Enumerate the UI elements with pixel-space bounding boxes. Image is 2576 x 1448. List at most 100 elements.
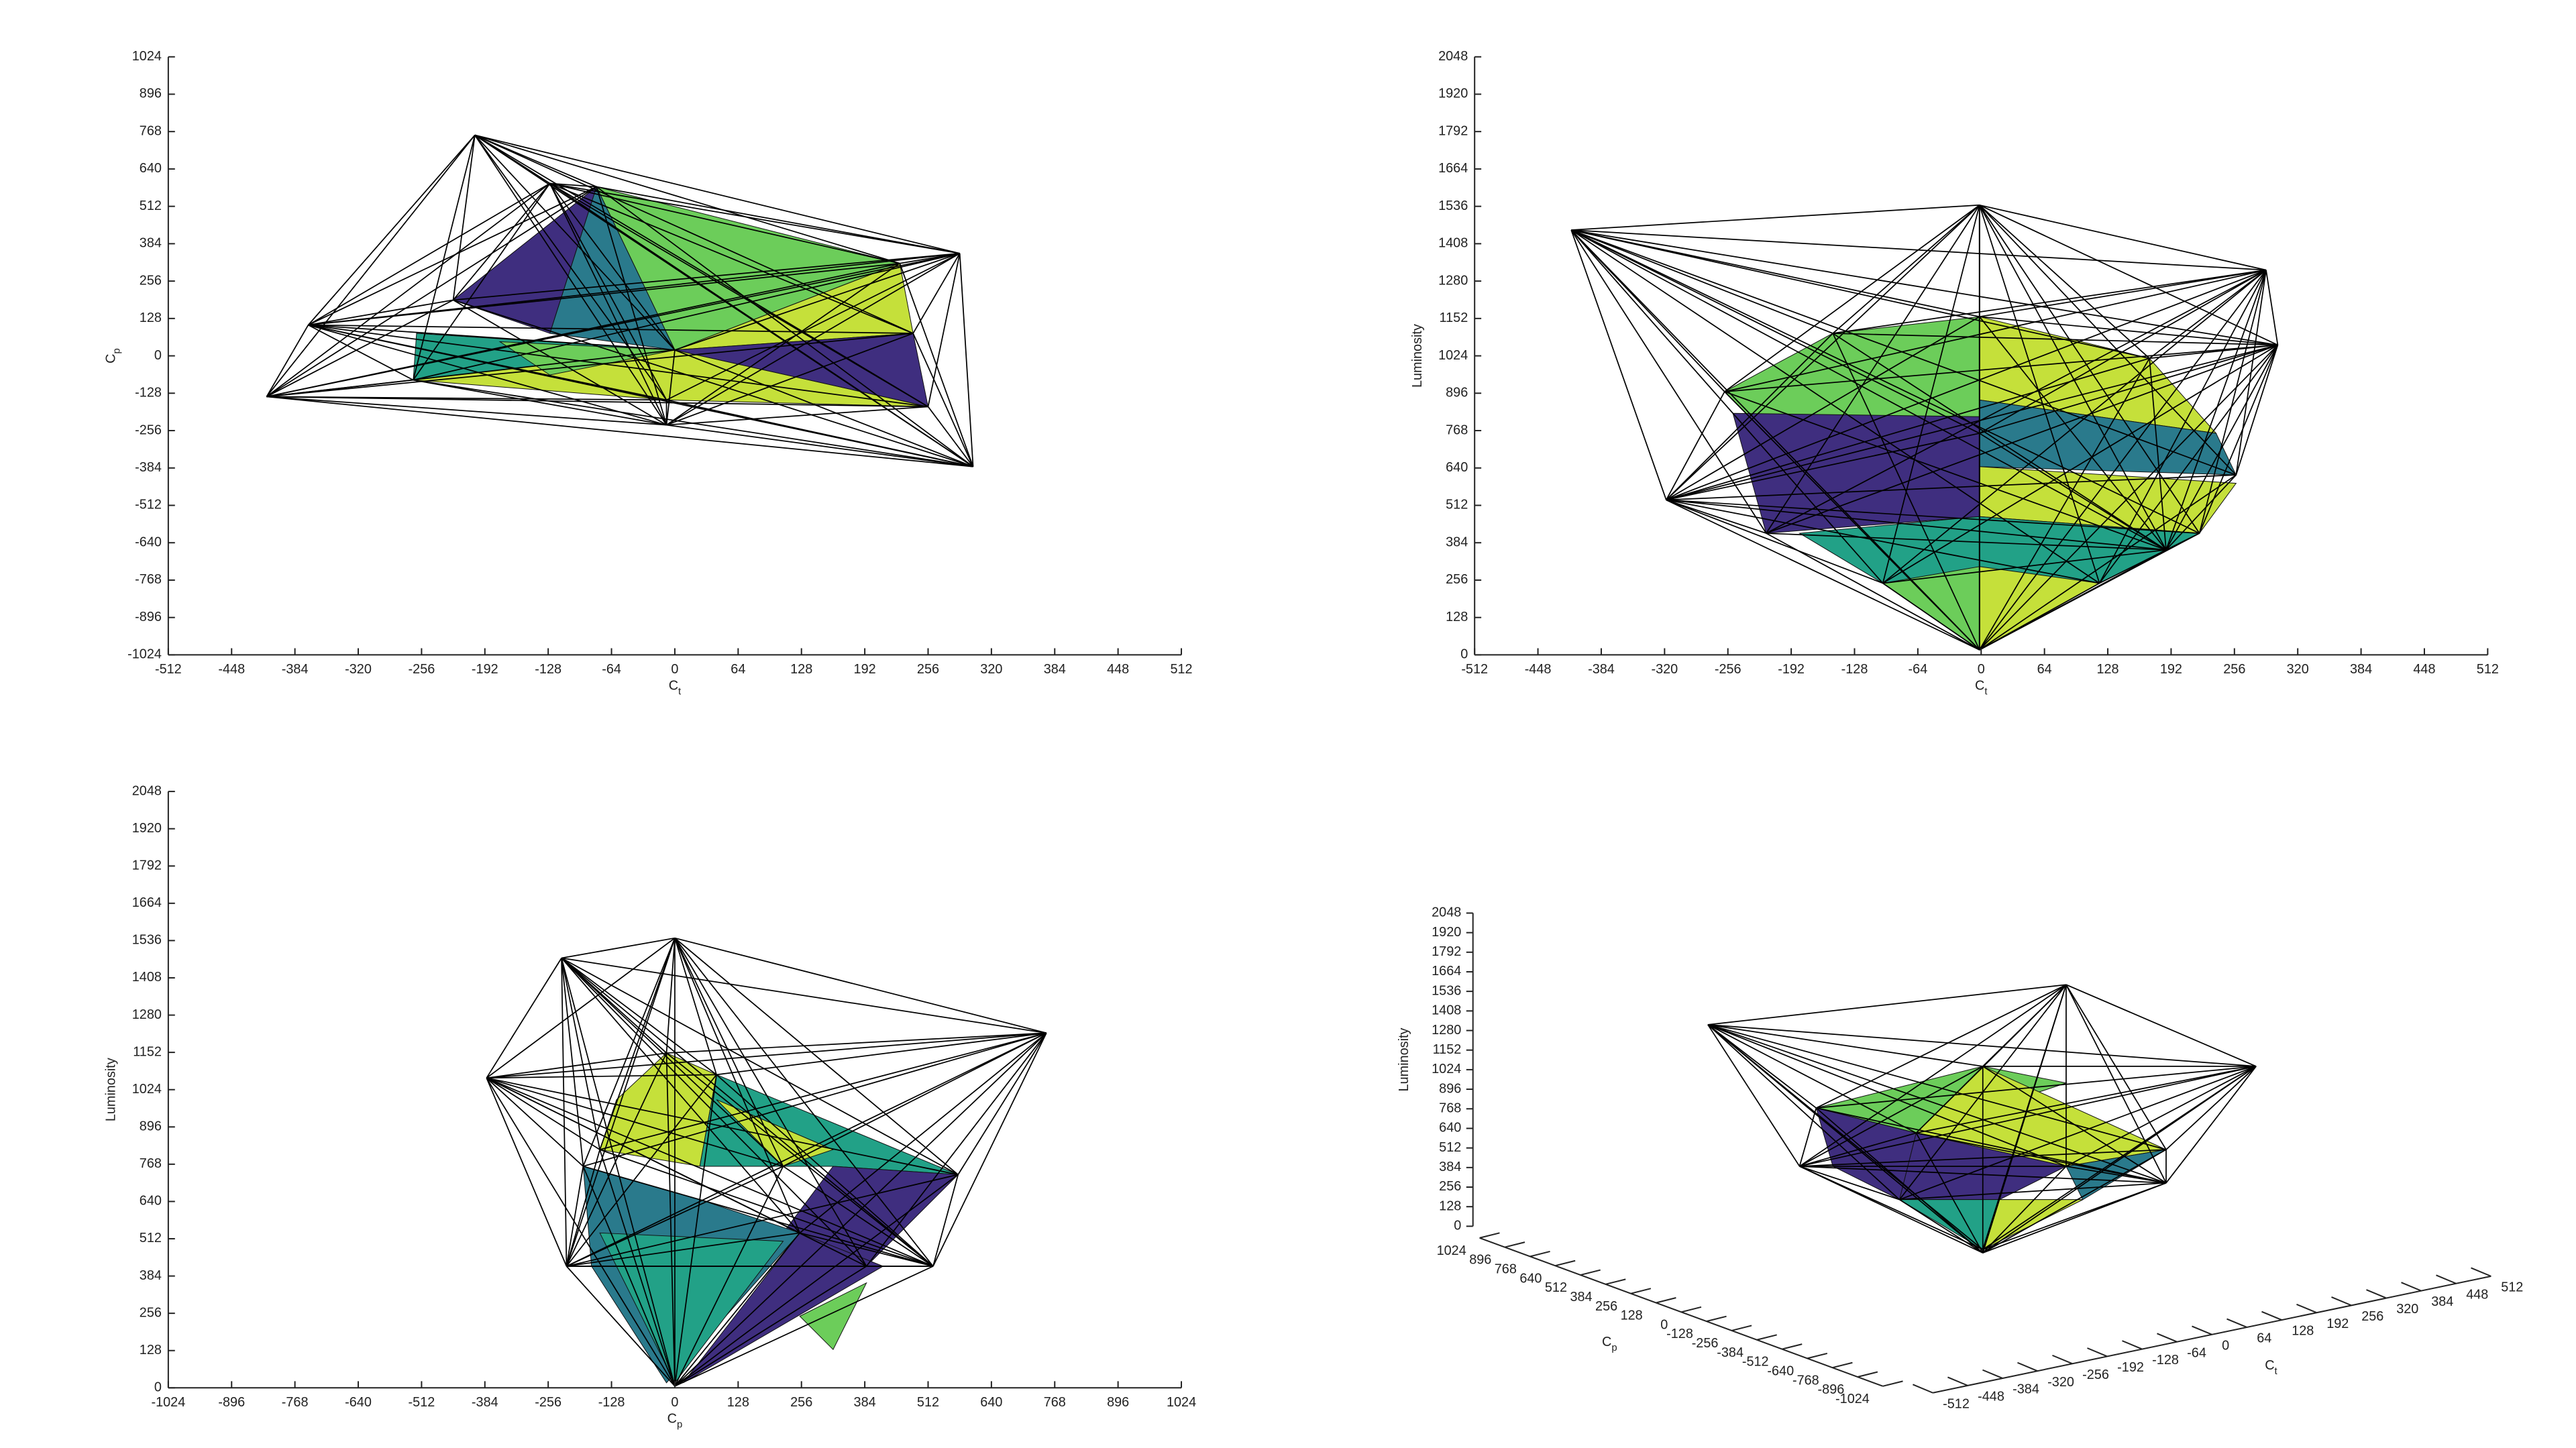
mesh-edge: [674, 1266, 867, 1387]
mesh-edge: [486, 1077, 584, 1167]
mesh-edge: [474, 134, 914, 334]
mesh-edge: [2065, 1066, 2257, 1167]
x-tick-label: -192: [472, 662, 498, 677]
x-tick-label: 1024: [1167, 1395, 1196, 1410]
mesh-edge: [453, 252, 960, 301]
mesh-edge: [1833, 333, 2278, 346]
y-tick-label: 896: [1446, 386, 1468, 400]
cp-tick: [1782, 1343, 1803, 1350]
mesh-edge: [1979, 269, 2267, 318]
mesh-edge: [674, 937, 1047, 1034]
x-tick-label: -1024: [151, 1395, 185, 1410]
mesh-edge: [1979, 316, 2167, 551]
y-tick-label: 640: [1446, 460, 1468, 475]
cp-tick-label: 512: [1545, 1280, 1567, 1295]
y-tick-label: -128: [135, 386, 162, 400]
y-tick-label: 768: [140, 123, 162, 138]
x-tick-label: -512: [155, 662, 182, 677]
mesh-edge: [716, 1032, 1046, 1076]
mesh-edge: [308, 324, 928, 408]
z-tick-label: 0: [1454, 1219, 1461, 1233]
mesh-edge: [666, 406, 928, 426]
mesh-edge: [912, 253, 961, 334]
mesh-edge: [1833, 269, 2267, 334]
mesh-edge: [549, 182, 597, 188]
mesh-edge: [1982, 1182, 2167, 1250]
mesh-edge: [1979, 582, 2100, 651]
mesh-edge: [666, 424, 973, 467]
mesh-edge: [308, 299, 453, 326]
y-tick-label: 0: [154, 348, 162, 363]
cp-tick-label: -384: [1717, 1345, 1743, 1360]
mesh-edge: [1666, 499, 1767, 534]
ct-tick: [2296, 1303, 2317, 1314]
cp-tick: [1756, 1334, 1777, 1341]
mesh-edge: [665, 349, 676, 425]
y-tick-label: 128: [140, 311, 162, 325]
mesh-edge: [1815, 984, 2067, 1109]
x-axis-label-part: C: [667, 1412, 677, 1427]
y-axis-label: Luminosity: [104, 1058, 119, 1121]
mesh-edge: [266, 186, 597, 398]
mesh-edge: [1570, 229, 2237, 476]
mesh-edge: [799, 1032, 1047, 1233]
y-tick-label: 1792: [132, 858, 162, 873]
mesh-edge: [549, 182, 900, 264]
mesh-edge: [674, 938, 934, 1267]
x-tick-label: -768: [282, 1395, 309, 1410]
z-tick-label: 512: [1439, 1140, 1461, 1155]
mesh-edge: [1832, 333, 1980, 651]
mesh-edge: [1766, 533, 1980, 651]
mesh-edge: [452, 135, 476, 300]
mesh-edge: [959, 253, 974, 467]
mesh-edge: [2235, 345, 2279, 476]
cp-tick-label: 0: [1660, 1317, 1668, 1332]
ct-tick: [2331, 1296, 2352, 1306]
mesh-edge: [674, 1266, 934, 1387]
x-tick-label: -384: [282, 662, 309, 677]
mesh-edge: [1570, 229, 2167, 551]
mesh-edge: [486, 1052, 667, 1079]
x-tick-label: 448: [1107, 662, 1129, 677]
ct-tick: [2087, 1347, 2108, 1357]
mesh-edge: [2198, 270, 2267, 534]
mesh-edge: [674, 938, 959, 1176]
cp-axis-label-part: C: [1602, 1335, 1611, 1349]
mesh-edge: [308, 324, 676, 351]
mesh-edge: [599, 1032, 1047, 1150]
x-tick-label: 192: [854, 662, 876, 677]
y-tick-label: 384: [140, 236, 162, 251]
z-tick-label: 384: [1439, 1160, 1461, 1174]
x-tick-label: 64: [2037, 662, 2052, 677]
mesh-edge: [674, 349, 973, 467]
mesh-edge: [1979, 204, 2267, 271]
x-axis-label-part: C: [669, 679, 678, 693]
y-tick-label: 256: [140, 1305, 162, 1320]
x-tick-label: 448: [2413, 662, 2435, 677]
ct-axis-label-part: t: [2275, 1366, 2278, 1377]
cp-axis-label-part: p: [1611, 1343, 1617, 1353]
cp-tick-label: -1024: [1835, 1392, 1870, 1406]
x-tick-label: 640: [980, 1395, 1002, 1410]
mesh-edge: [549, 182, 914, 334]
mesh-edge: [549, 182, 974, 467]
mesh-edge: [2165, 270, 2267, 551]
mesh-edge: [549, 183, 667, 426]
mesh-edge: [486, 1032, 1046, 1079]
cp-tick-label: -256: [1692, 1336, 1719, 1351]
ct-tick: [1947, 1376, 1968, 1386]
ct-tick-label: 320: [2396, 1302, 2418, 1317]
mesh-edge: [1979, 357, 2150, 651]
mesh-edge: [1899, 1182, 2167, 1201]
y-tick-label: -256: [135, 423, 162, 437]
mesh-edge: [1766, 205, 1980, 534]
x-tick-label: -128: [1841, 662, 1868, 677]
y-tick-label: 1792: [1438, 123, 1468, 138]
y-tick-label: 0: [154, 1380, 162, 1395]
mesh-edge: [1707, 1023, 1983, 1067]
mesh-edge: [413, 379, 667, 426]
mesh-edge: [561, 957, 784, 1167]
x-tick-label: 64: [731, 662, 745, 677]
mesh-edge: [1666, 499, 2200, 534]
mesh-edge: [561, 957, 867, 1267]
